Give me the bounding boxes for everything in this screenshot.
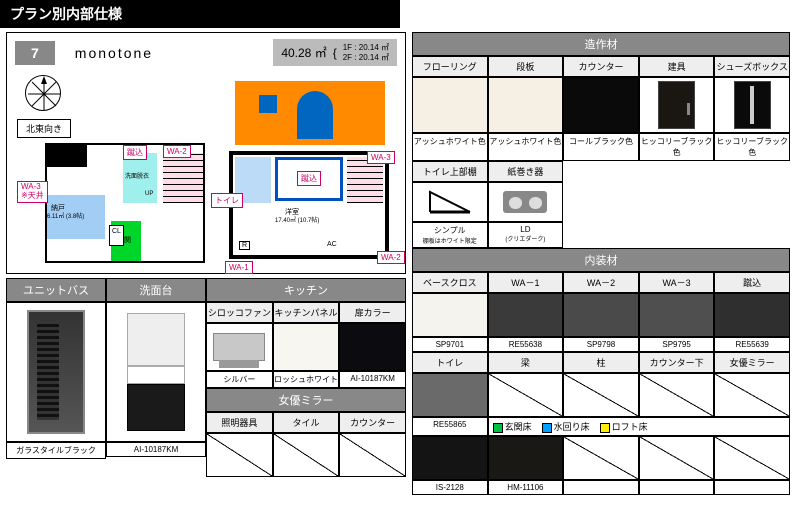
plan-panel: 7 monotone 40.28 ㎡ { 1F : 20.14 ㎡ 2F : 2…: [6, 32, 406, 274]
senmen-label: AI-10187KM: [106, 442, 206, 457]
tag-wa2: WA-2: [163, 145, 191, 158]
floorplan-1f: 納戸 6.11㎡ (3.8帖) 洗面脱衣 玄関 CL UP: [11, 143, 211, 267]
tag-wa3: WA-3: [367, 151, 395, 164]
tag-kamikomi-2: 蹴込: [297, 171, 321, 186]
unit-bath-header: ユニットバス: [6, 278, 106, 302]
plan-number: 7: [15, 41, 55, 65]
tag-toilet: トイレ: [211, 193, 243, 208]
zousaku-grid: フローリング 段板 カウンター 建具 シューズボックス アッシュホワイト色 アッ…: [412, 56, 790, 161]
direction-label: 北東向き: [17, 119, 71, 138]
tag-wa1: WA-1: [225, 261, 253, 274]
unit-bath-image: [6, 302, 106, 442]
page-title: プラン別内部仕様: [0, 0, 400, 28]
plan-name: monotone: [75, 45, 153, 61]
tag-wa2-2: WA-2: [377, 251, 405, 264]
area-box: 40.28 ㎡ { 1F : 20.14 ㎡ 2F : 20.14 ㎡: [273, 39, 397, 66]
tag-kamikomi-1: 蹴込: [123, 145, 147, 160]
senmen-header: 洗面台: [106, 278, 206, 302]
mirror-header: 女優ミラー: [206, 388, 406, 412]
naisou-grid: ベースクロス WA－1 WA－2 WA－3 蹴込 SP9701 RE55638 …: [412, 272, 790, 495]
bottom-specs: ユニットバス ガラスタイルブラック 洗面台: [6, 278, 406, 477]
senmen-image: [106, 302, 206, 442]
compass-icon: [25, 75, 61, 111]
zousaku-header: 造作材: [412, 32, 790, 56]
kitchen-header: キッチン: [206, 278, 406, 302]
unit-bath-label: ガラスタイルブラック: [6, 442, 106, 459]
tag-wa3-ceil: WA-3 ※天井: [17, 181, 48, 203]
floor-legend: 玄関床 水回り床 ロフト床: [488, 417, 790, 436]
naisou-header: 内装材: [412, 248, 790, 272]
